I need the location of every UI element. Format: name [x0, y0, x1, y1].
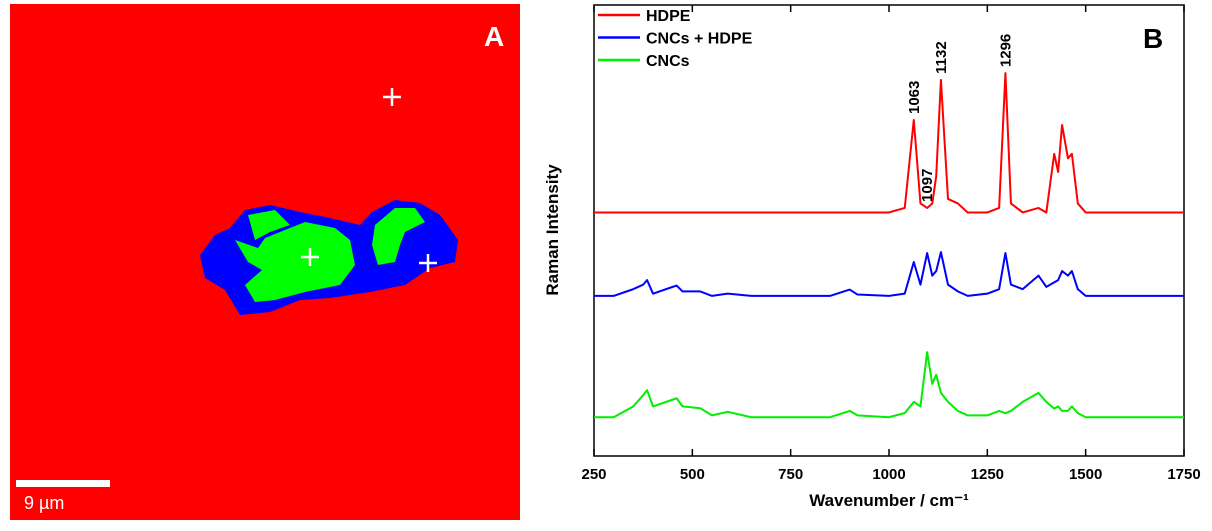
y-axis-title: Raman Intensity — [543, 164, 562, 296]
peak-label: 1063 — [906, 81, 923, 114]
x-tick-label: 1250 — [971, 466, 1004, 483]
x-tick-label: 1750 — [1167, 466, 1200, 483]
legend-label: CNCs — [646, 53, 690, 70]
plot-frame — [593, 4, 1185, 457]
x-tick-label: 1500 — [1069, 466, 1102, 483]
peak-label: 1296 — [997, 34, 1014, 67]
legend-label: CNCs + HDPE — [646, 31, 753, 48]
spectrum-line — [594, 251, 1184, 297]
raman-map: 9 µm A — [10, 4, 520, 520]
scale-bar — [16, 480, 110, 487]
map-region-green — [372, 208, 425, 265]
spectrum-line — [594, 351, 1184, 419]
map-region-green — [235, 222, 355, 302]
scale-bar-label: 9 µm — [24, 493, 64, 513]
map-region-green — [248, 210, 290, 240]
legend-label: HDPE — [646, 8, 691, 25]
x-tick-label: 500 — [680, 466, 705, 483]
peak-label: 1132 — [933, 41, 950, 74]
x-tick-label: 750 — [778, 466, 803, 483]
spectrum-line — [594, 72, 1184, 214]
x-axis-title: Wavenumber / cm⁻¹ — [809, 491, 969, 510]
peak-label: 1097 — [919, 169, 936, 202]
x-tick-label: 250 — [581, 466, 606, 483]
x-tick-label: 1000 — [872, 466, 905, 483]
panel-label: A — [484, 21, 504, 52]
panel-label: B — [1143, 23, 1163, 54]
crosshairs — [301, 88, 437, 272]
